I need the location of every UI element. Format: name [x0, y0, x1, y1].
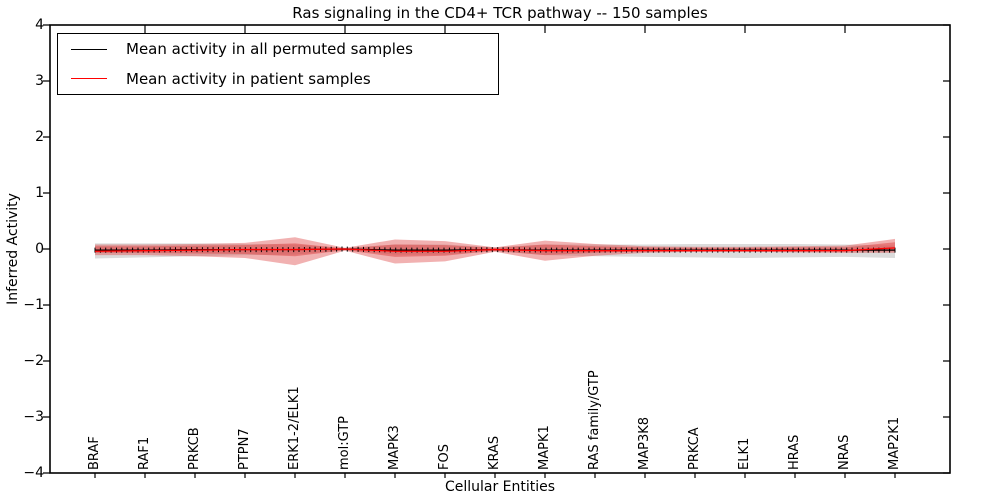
- x-tick-label: PTPN7: [237, 428, 252, 470]
- legend-item-permuted: Mean activity in all permuted samples: [58, 35, 498, 63]
- y-tick-label: 0: [35, 241, 44, 257]
- x-tick-label: RAF1: [137, 436, 152, 470]
- x-tick-label: PRKCA: [687, 427, 702, 470]
- y-axis-label: Inferred Activity: [5, 193, 21, 305]
- legend-label-patient: Mean activity in patient samples: [126, 69, 371, 88]
- y-tick-label: −1: [23, 297, 44, 313]
- x-axis-label: Cellular Entities: [444, 479, 556, 495]
- legend-line-black: [71, 48, 107, 50]
- chart-title: Ras signaling in the CD4+ TCR pathway --…: [292, 4, 708, 22]
- y-tick-label: −3: [23, 409, 44, 425]
- y-tick-label: 3: [35, 73, 44, 89]
- x-tick-label: PRKCB: [187, 427, 202, 470]
- x-tick-label: KRAS: [487, 435, 502, 470]
- legend-item-patient: Mean activity in patient samples: [58, 65, 498, 93]
- y-tick-label: −4: [23, 465, 44, 481]
- x-tick-label: MAP2K1: [887, 416, 902, 470]
- x-tick-label: MAPK1: [537, 425, 552, 470]
- axis-ticks: [43, 24, 950, 478]
- mean-patient-line: [94, 247, 896, 252]
- y-tick-label: 2: [35, 129, 44, 145]
- x-tick-label: MAP3K8: [637, 416, 652, 470]
- legend-label-permuted: Mean activity in all permuted samples: [126, 40, 413, 59]
- x-tick-label: ERK1-2/ELK1: [287, 386, 302, 470]
- x-tick-label: RAS family/GTP: [587, 370, 602, 470]
- x-tick-label: NRAS: [837, 434, 852, 470]
- x-tick-label: ELK1: [737, 437, 752, 470]
- y-tick-label: 1: [35, 185, 44, 201]
- y-tick-label: 4: [35, 17, 44, 33]
- legend-line-red: [71, 78, 107, 80]
- y-tick-label: −2: [23, 353, 44, 369]
- x-tick-label: mol:GTP: [337, 416, 352, 470]
- legend: Mean activity in all permuted samples Me…: [57, 33, 499, 95]
- x-tick-label: FOS: [437, 444, 452, 470]
- x-tick-label: HRAS: [787, 434, 802, 470]
- x-tick-label: MAPK3: [387, 425, 402, 470]
- x-tick-label: BRAF: [87, 436, 102, 470]
